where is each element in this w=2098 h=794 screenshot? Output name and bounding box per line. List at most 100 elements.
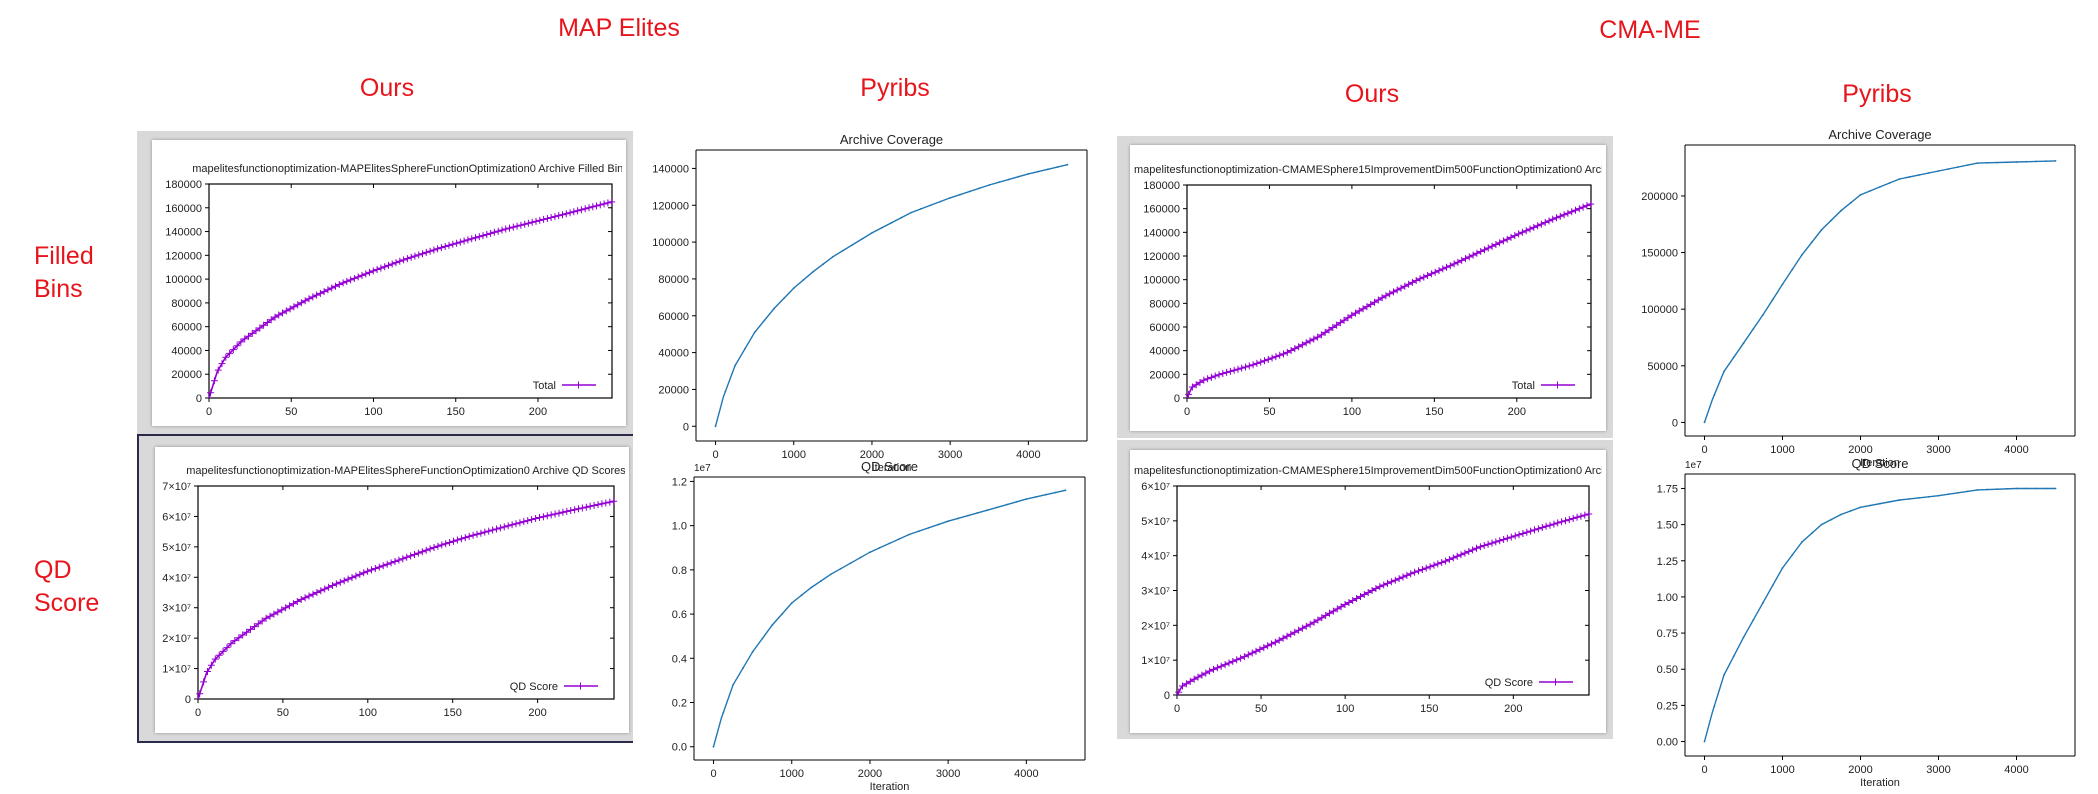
series-marker — [1496, 537, 1504, 545]
series-marker — [325, 583, 333, 591]
series-marker — [1253, 359, 1261, 367]
series-marker — [1276, 351, 1284, 359]
series-marker — [516, 519, 524, 527]
chart-pyribs-map-elites-qd-score: QD Score 0.0 0.2 0.4 0.6 0.8 1.0 1.2 0 1000 2000 30… — [655, 450, 1095, 793]
series-markers — [1703, 487, 2057, 743]
series-marker — [262, 614, 270, 622]
series-marker — [988, 184, 991, 186]
series-marker — [509, 223, 517, 231]
series-marker — [479, 232, 487, 240]
x-tick-label: 200 — [1508, 406, 1526, 418]
series-marker — [219, 647, 227, 655]
y-tick-label: 1.75 — [1657, 483, 1678, 495]
series-marker — [301, 297, 309, 305]
series-marker — [1568, 208, 1576, 216]
series-marker — [1431, 268, 1439, 276]
series-marker — [1037, 170, 1039, 173]
series-marker — [211, 655, 219, 663]
y-tick-label: 140000 — [652, 163, 689, 175]
y-tick-label: 100000 — [165, 274, 202, 286]
series-marker — [210, 377, 218, 385]
series-markers — [1185, 200, 1595, 398]
legend-label: Total — [1512, 380, 1535, 392]
series-marker — [1416, 275, 1424, 283]
series-marker — [839, 567, 842, 570]
series-marker — [1407, 570, 1415, 578]
series-marker — [2044, 487, 2047, 490]
series-marker — [1947, 493, 1950, 496]
series-marker — [1279, 634, 1287, 642]
series-marker — [500, 523, 508, 531]
x-tick-label: 4000 — [2004, 444, 2028, 456]
series-marker — [610, 497, 618, 505]
series-marker — [1450, 260, 1458, 268]
y-tick-label: 150000 — [1641, 248, 1678, 260]
series-marker — [1473, 249, 1481, 257]
x-axis-label: Iteration — [1860, 777, 1900, 789]
series-marker — [1272, 353, 1280, 361]
series-marker — [358, 271, 366, 279]
series-marker — [1364, 589, 1372, 596]
series-marker — [403, 553, 411, 561]
series-marker — [869, 551, 871, 554]
y-tick-label: 20000 — [1149, 369, 1180, 381]
series-marker — [714, 425, 717, 428]
panel-left-rule — [137, 436, 139, 742]
series-marker — [1066, 163, 1069, 166]
series-marker — [1957, 166, 1959, 168]
series-marker — [1017, 175, 1020, 178]
series-marker — [1503, 534, 1511, 542]
series-marker — [578, 504, 586, 512]
series-marker — [364, 567, 372, 575]
series-marker — [734, 364, 736, 367]
series-marker — [317, 587, 325, 595]
series-marker — [457, 535, 465, 543]
series-marker — [908, 533, 910, 536]
series-marker — [301, 594, 309, 602]
series-marker — [1560, 211, 1568, 219]
series-marker — [1500, 536, 1508, 543]
series-marker — [297, 596, 305, 603]
series-marker — [473, 530, 481, 538]
series-marker — [822, 263, 824, 266]
series-marker — [2025, 160, 2028, 163]
series-marker — [849, 562, 852, 565]
series-marker — [286, 305, 294, 313]
series-line — [1703, 160, 2056, 423]
series-marker — [1211, 372, 1219, 380]
series-marker — [282, 307, 290, 315]
series-marker — [1947, 168, 1950, 170]
chart-title: mapelitesfunctionoptimization-MAPElitesS… — [192, 163, 629, 175]
series-marker — [1859, 193, 1862, 196]
series-marker — [986, 509, 989, 512]
series-marker — [1439, 265, 1447, 273]
y-tick-label: 120000 — [1143, 251, 1180, 263]
series-marker — [1918, 174, 1920, 176]
series-marker — [559, 211, 566, 219]
series-marker — [1190, 675, 1198, 683]
series-marker — [1045, 493, 1047, 496]
series-marker — [305, 295, 313, 303]
series-marker — [1554, 519, 1562, 527]
series-marker — [411, 252, 419, 260]
series-marker — [917, 530, 920, 533]
y-tick-label: 1.00 — [1657, 592, 1678, 604]
x-tick-label: 0 — [1701, 764, 1707, 776]
series-marker — [763, 319, 766, 322]
series-marker — [900, 216, 903, 219]
series-marker — [381, 263, 389, 271]
series-marker — [1249, 361, 1257, 369]
series-marker — [1534, 222, 1542, 230]
series-marker — [434, 542, 442, 550]
series-marker — [1348, 311, 1356, 319]
series-marker — [528, 516, 536, 523]
y-tick-label: 3×10⁷ — [162, 603, 191, 615]
series-marker — [1230, 366, 1238, 374]
series-marker — [1314, 333, 1322, 341]
chart-title: mapelitesfunctionoptimization-CMAMESpher… — [1134, 465, 1679, 477]
series-marker — [449, 240, 457, 248]
series-marker — [1185, 390, 1193, 398]
chart-title: mapelitesfunctionoptimization-CMAMESpher… — [1134, 164, 1676, 176]
series-marker — [215, 651, 223, 659]
series-marker — [1426, 563, 1434, 571]
